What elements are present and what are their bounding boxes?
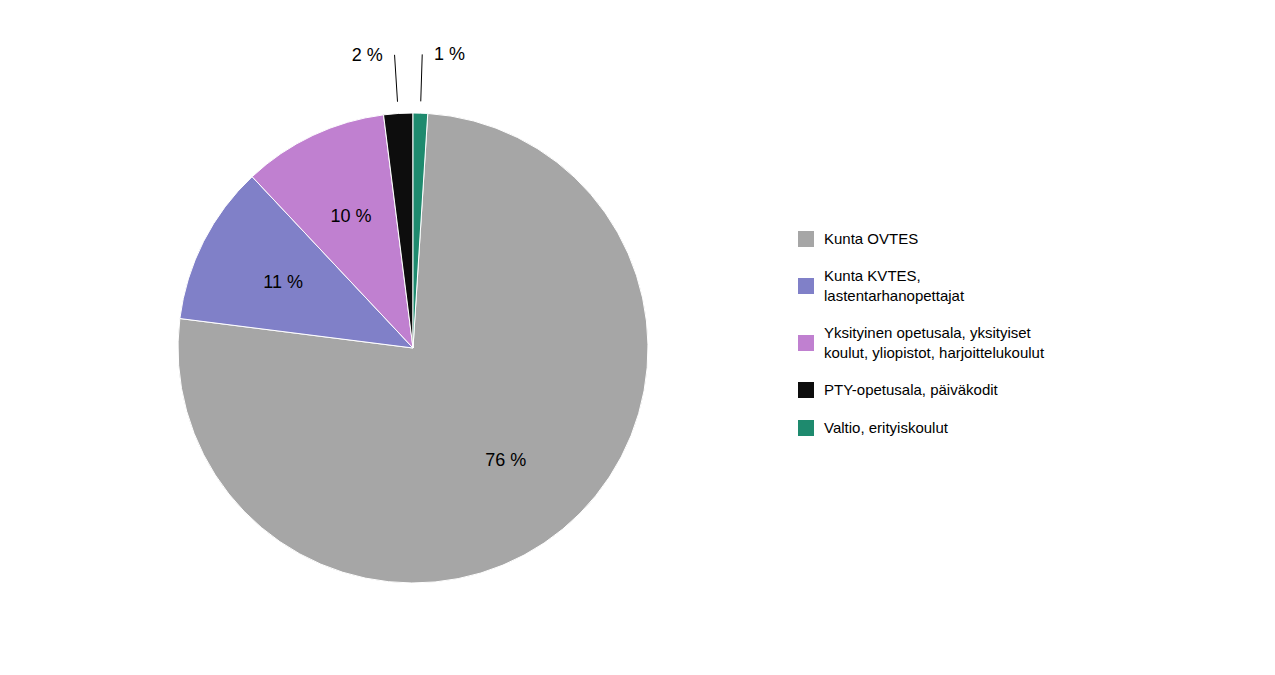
svg-text:1 %: 1 % [434,44,465,64]
svg-text:2 %: 2 % [352,45,383,65]
html-text:Kunta KVTES, lastentarhanopett: Kunta KVTES, lastentarhanopettajat [824,267,965,304]
html-text:Valtio, erityiskoulut: Valtio, erityiskoulut [824,418,948,436]
html-text:PTY-opetusala, päiväkodit: PTY-opetusala, päiväkodit [824,381,998,399]
html-text:Yksityinen opetusala, yksityis: Yksityinen opetusala, yksityiset koulut,… [824,324,1045,361]
svg-text:76 %: 76 % [485,450,526,470]
svg-text:11 %: 11 % [263,272,303,292]
html-text:Kunta OVTES: Kunta OVTES [824,229,919,247]
svg-text:10 %: 10 % [330,206,371,226]
